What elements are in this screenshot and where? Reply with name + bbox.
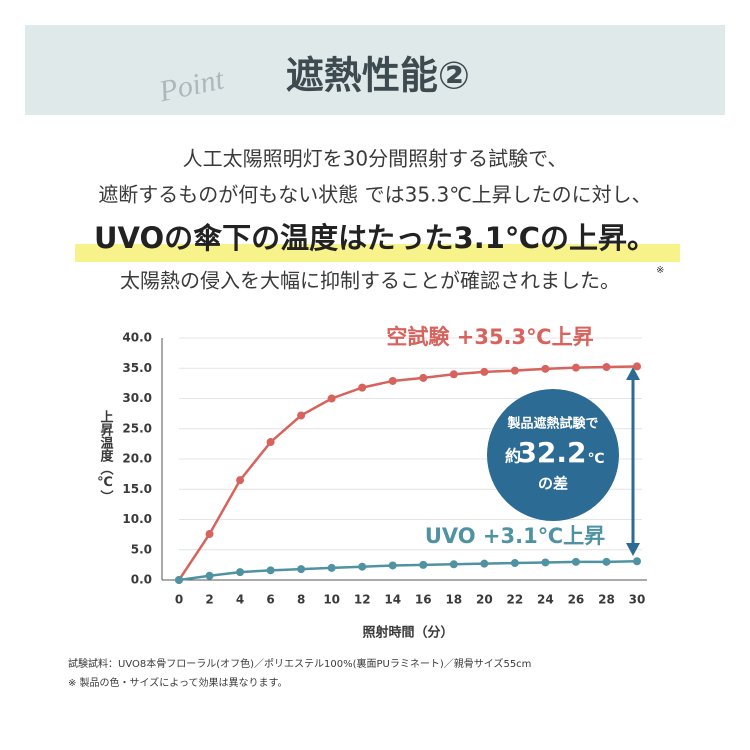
body-mark: ※ [656, 265, 664, 276]
callout-circle [487, 389, 619, 521]
body-line: 太陽熱の侵入を大幅に抑制することが確認されました。 [120, 269, 620, 293]
data-point [205, 530, 214, 539]
x-tick-label: 6 [266, 593, 274, 607]
data-point [633, 557, 641, 566]
data-point [510, 366, 519, 375]
data-point [205, 571, 214, 580]
y-tick-label: 0.0 [131, 573, 152, 587]
data-point [480, 367, 489, 376]
series-label: UVO +3.1℃上昇 [425, 524, 605, 548]
data-point [571, 363, 580, 372]
header-title: 遮熱性能② [286, 54, 470, 98]
header-banner [25, 25, 725, 115]
x-tick-label: 16 [415, 593, 432, 607]
x-tick-label: 4 [236, 593, 244, 607]
body-emphasis: UVOの傘下の温度はたった3.1℃の上昇。 [94, 221, 656, 255]
data-point [236, 476, 245, 485]
x-tick-label: 14 [384, 593, 401, 607]
footnote: ※ 製品の色・サイズによって効果は異なります。 [68, 676, 287, 689]
x-tick-label: 0 [175, 593, 183, 607]
data-point [358, 562, 367, 571]
y-tick-label: 15.0 [122, 482, 152, 496]
data-point [602, 363, 611, 372]
footnote: 試験試料：UVO8本骨フローラル(オフ色)／ポリエステル100%(裏面PUラミネ… [68, 657, 531, 670]
highlight [75, 244, 680, 262]
series-label: 空試験 +35.3℃上昇 [386, 325, 593, 349]
data-point [419, 560, 428, 569]
body-line: 人工太陽照明灯を30分間照射する試験で、 [183, 147, 568, 171]
data-point [449, 560, 458, 569]
data-point [602, 557, 611, 566]
data-point [327, 394, 336, 403]
data-point [266, 438, 275, 447]
y-tick-label: 40.0 [122, 331, 152, 345]
data-point [358, 383, 367, 392]
data-point [388, 561, 397, 570]
x-axis-label: 照射時間（分） [362, 625, 453, 641]
data-point [480, 559, 489, 568]
body-line: 遮断するものが何もない状態 では35.3℃上昇したのに対し、 [98, 183, 651, 207]
x-tick-label: 28 [598, 593, 615, 607]
x-tick-label: 26 [568, 593, 585, 607]
data-point [510, 559, 519, 568]
data-point [571, 557, 580, 566]
y-axis-label: 上昇温度（℃） [97, 410, 114, 503]
data-point [633, 362, 641, 371]
data-point [297, 565, 306, 574]
data-point [327, 563, 336, 572]
data-point [388, 376, 397, 385]
data-point [541, 364, 550, 373]
data-point [419, 373, 428, 382]
arrow-head [626, 367, 640, 380]
y-tick-label: 30.0 [122, 391, 152, 405]
data-point [175, 576, 183, 584]
x-tick-label: 12 [354, 593, 371, 607]
y-tick-label: 20.0 [122, 452, 152, 466]
series-line [178, 559, 638, 582]
data-point [236, 568, 245, 577]
data-point [297, 411, 306, 420]
x-tick-label: 2 [205, 593, 213, 607]
callout-text: 製品遮熱試験で [506, 416, 598, 432]
callout-text: ℃ [588, 451, 605, 467]
x-tick-label: 24 [537, 593, 554, 607]
callout-text: 約 [505, 447, 521, 466]
arrow-head [626, 543, 640, 556]
x-tick-label: 8 [297, 593, 305, 607]
y-tick-label: 35.0 [122, 361, 152, 375]
x-tick-label: 10 [323, 593, 340, 607]
callout-number: 32.2 [517, 436, 586, 469]
data-point [541, 558, 550, 567]
y-tick-label: 10.0 [122, 512, 152, 526]
x-tick-label: 30 [629, 593, 646, 607]
x-tick-label: 18 [445, 593, 462, 607]
chart: 0.05.010.015.020.025.030.035.040.00 2 4 6 8 1… [97, 325, 647, 641]
x-tick-label: 22 [507, 593, 524, 607]
x-tick-label: 20 [476, 593, 493, 607]
data-point [266, 566, 275, 575]
callout-text: の差 [538, 475, 568, 493]
series-line [177, 365, 638, 581]
y-tick-label: 5.0 [131, 542, 152, 556]
data-point [449, 370, 458, 379]
y-tick-label: 25.0 [122, 421, 152, 435]
